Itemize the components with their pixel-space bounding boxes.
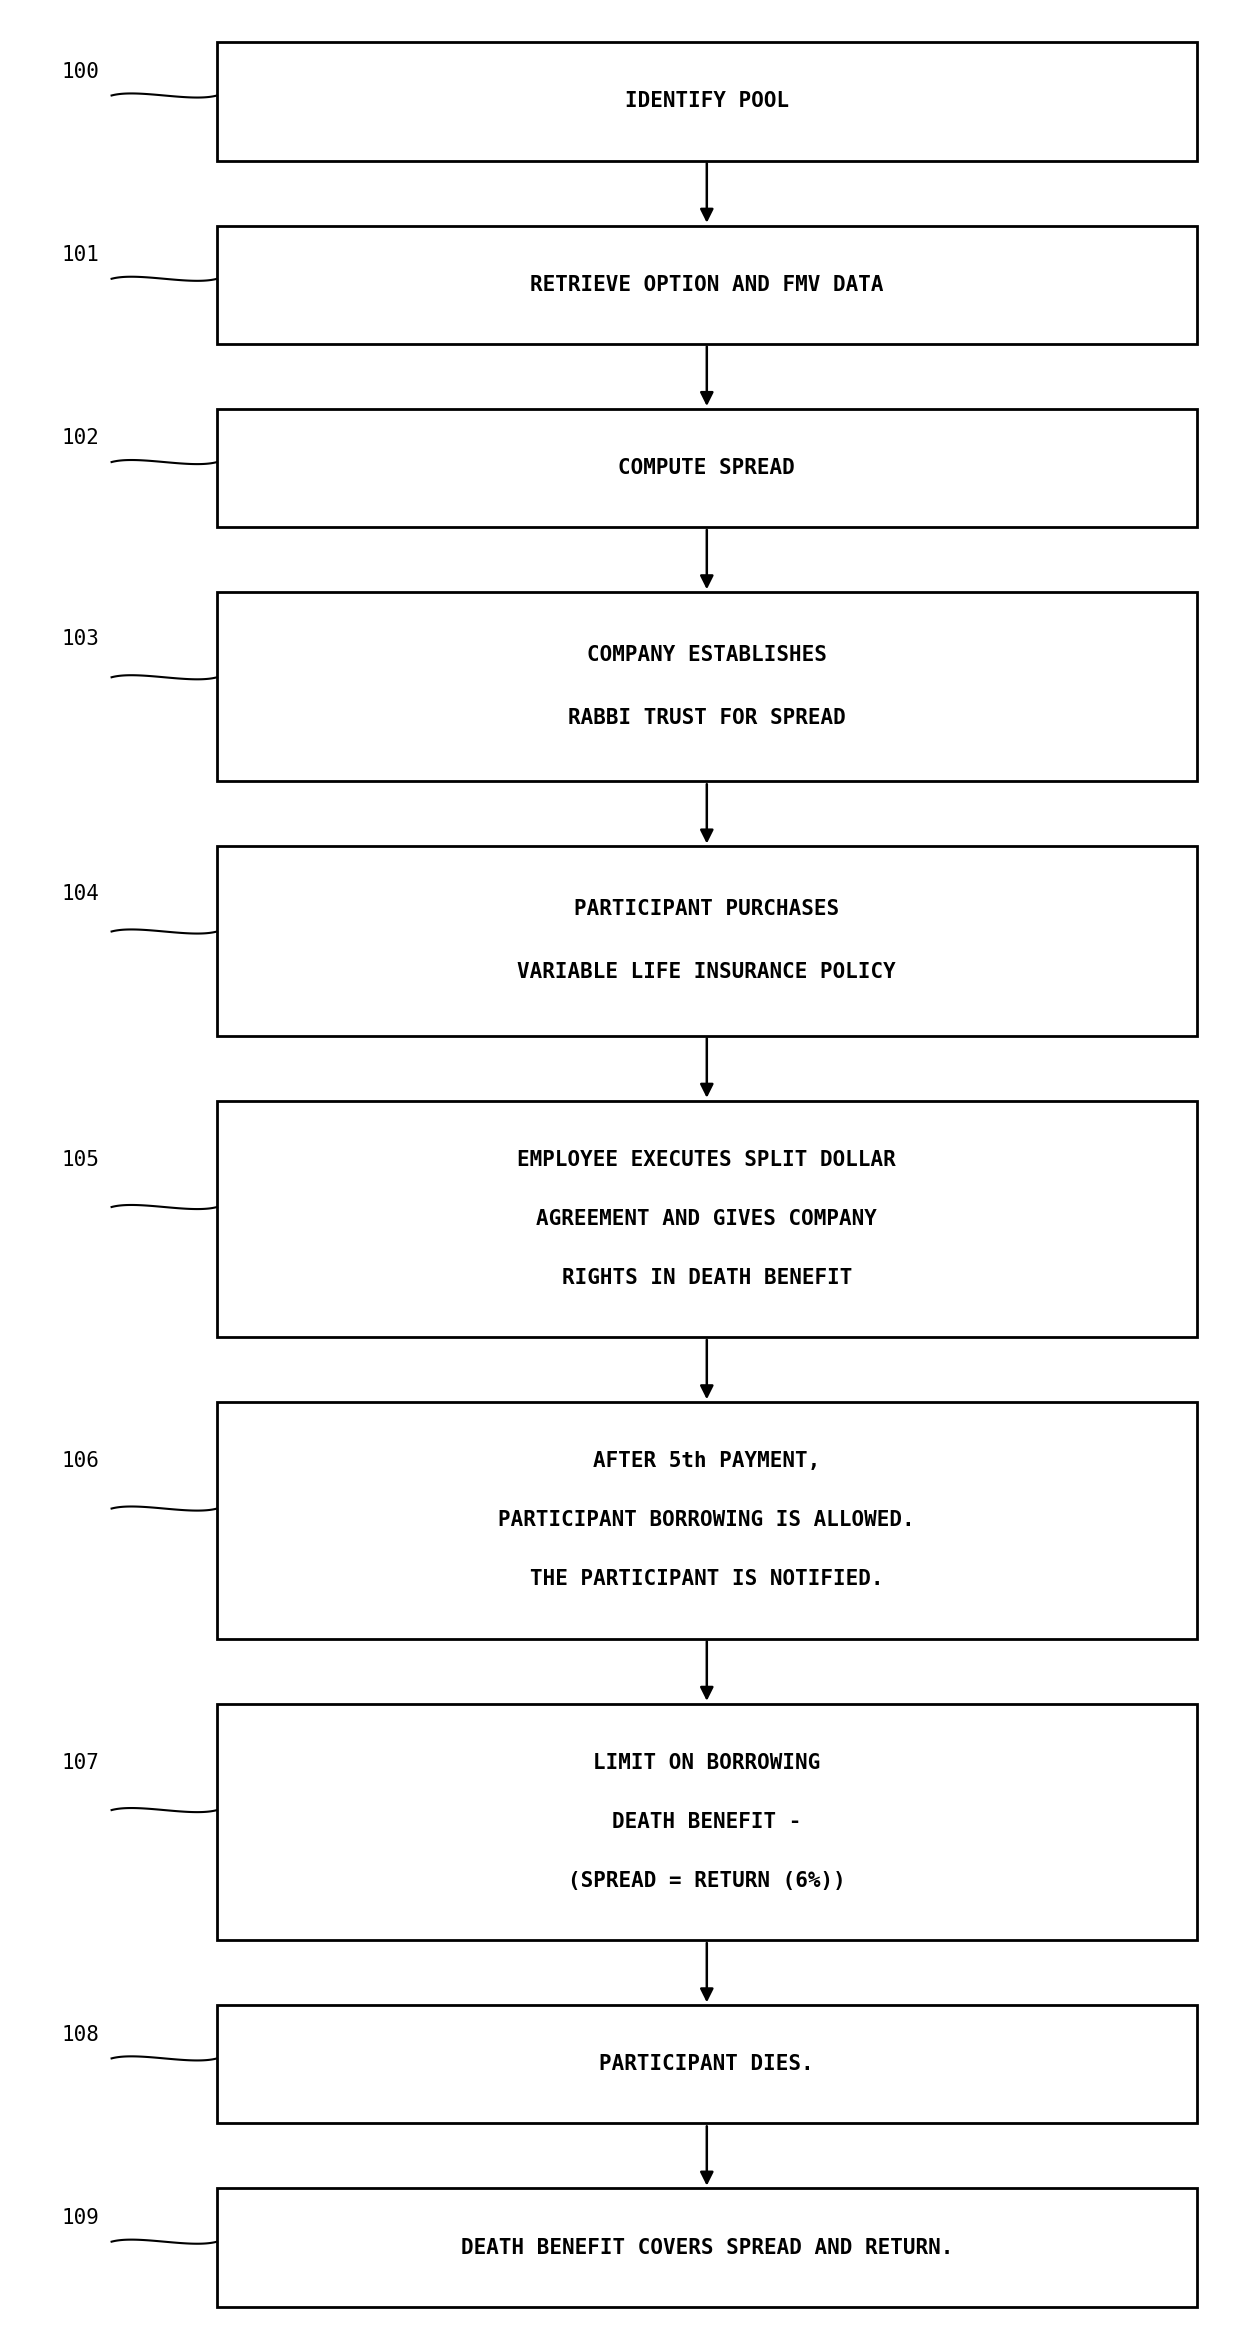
Text: (SPREAD = RETURN (6%)): (SPREAD = RETURN (6%))	[568, 1872, 846, 1891]
Text: RIGHTS IN DEATH BENEFIT: RIGHTS IN DEATH BENEFIT	[562, 1268, 852, 1287]
Text: PARTICIPANT PURCHASES: PARTICIPANT PURCHASES	[574, 900, 839, 918]
Text: DEATH BENEFIT COVERS SPREAD AND RETURN.: DEATH BENEFIT COVERS SPREAD AND RETURN.	[460, 2239, 954, 2257]
Text: 103: 103	[61, 630, 99, 648]
Text: RABBI TRUST FOR SPREAD: RABBI TRUST FOR SPREAD	[568, 709, 846, 728]
Text: DEATH BENEFIT -: DEATH BENEFIT -	[613, 1811, 801, 1832]
Text: COMPUTE SPREAD: COMPUTE SPREAD	[619, 458, 795, 477]
Text: COMPANY ESTABLISHES: COMPANY ESTABLISHES	[587, 646, 827, 665]
Bar	[217, 409, 1197, 526]
Text: RETRIEVE OPTION AND FMV DATA: RETRIEVE OPTION AND FMV DATA	[529, 275, 884, 294]
Bar	[217, 1402, 1197, 1640]
Bar	[217, 1102, 1197, 1337]
Bar	[217, 2189, 1197, 2307]
Text: IDENTIFY POOL: IDENTIFY POOL	[625, 92, 789, 110]
Text: 100: 100	[61, 61, 99, 82]
Text: 107: 107	[61, 1752, 99, 1773]
Text: PARTICIPANT BORROWING IS ALLOWED.: PARTICIPANT BORROWING IS ALLOWED.	[498, 1510, 915, 1529]
Bar	[217, 592, 1197, 782]
Bar	[217, 42, 1197, 160]
Bar	[217, 846, 1197, 1036]
Bar	[217, 226, 1197, 343]
Text: AGREEMENT AND GIVES COMPANY: AGREEMENT AND GIVES COMPANY	[537, 1210, 877, 1229]
Text: 101: 101	[61, 244, 99, 265]
Text: 102: 102	[61, 428, 99, 449]
Bar	[217, 1703, 1197, 1940]
Text: 109: 109	[61, 2208, 99, 2229]
Text: LIMIT ON BORROWING: LIMIT ON BORROWING	[593, 1752, 821, 1773]
Text: PARTICIPANT DIES.: PARTICIPANT DIES.	[599, 2055, 815, 2074]
Text: 104: 104	[61, 883, 99, 904]
Text: VARIABLE LIFE INSURANCE POLICY: VARIABLE LIFE INSURANCE POLICY	[517, 963, 897, 982]
Text: 106: 106	[61, 1452, 99, 1470]
Text: AFTER 5th PAYMENT,: AFTER 5th PAYMENT,	[593, 1452, 821, 1470]
Text: THE PARTICIPANT IS NOTIFIED.: THE PARTICIPANT IS NOTIFIED.	[529, 1569, 884, 1590]
Text: 108: 108	[61, 2025, 99, 2044]
Text: 105: 105	[61, 1149, 99, 1170]
Bar	[217, 2006, 1197, 2123]
Text: EMPLOYEE EXECUTES SPLIT DOLLAR: EMPLOYEE EXECUTES SPLIT DOLLAR	[517, 1149, 897, 1170]
